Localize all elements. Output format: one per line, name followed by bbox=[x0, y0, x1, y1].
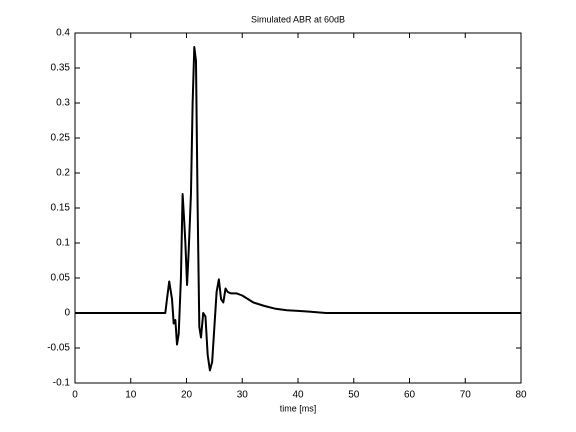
y-tick-label: 0 bbox=[64, 308, 70, 319]
y-tick-label: 0.3 bbox=[56, 98, 70, 109]
y-tick-label: -0.1 bbox=[53, 378, 71, 389]
y-tick-label: 0.4 bbox=[56, 28, 70, 39]
x-tick-label: 80 bbox=[515, 390, 527, 401]
y-tick-label: 0.35 bbox=[51, 63, 71, 74]
x-axis-label: time [ms] bbox=[280, 403, 317, 413]
x-tick-label: 50 bbox=[348, 390, 360, 401]
x-tick-label: 10 bbox=[125, 390, 137, 401]
x-tick-label: 20 bbox=[181, 390, 193, 401]
y-tick-label: 0.25 bbox=[51, 133, 71, 144]
data-line bbox=[75, 46, 521, 372]
x-tick-label: 40 bbox=[292, 390, 304, 401]
y-tick-label: 0.1 bbox=[56, 238, 70, 249]
chart-title: Simulated ABR at 60dB bbox=[251, 14, 345, 24]
y-tick-label: -0.05 bbox=[47, 343, 70, 354]
x-tick-label: 70 bbox=[460, 390, 472, 401]
y-tick-label: 0.15 bbox=[51, 203, 71, 214]
y-tick-label: 0.05 bbox=[51, 273, 71, 284]
x-tick-label: 0 bbox=[72, 390, 78, 401]
x-tick-label: 60 bbox=[404, 390, 416, 401]
y-tick-label: 0.2 bbox=[56, 168, 70, 179]
x-tick-label: 30 bbox=[237, 390, 249, 401]
